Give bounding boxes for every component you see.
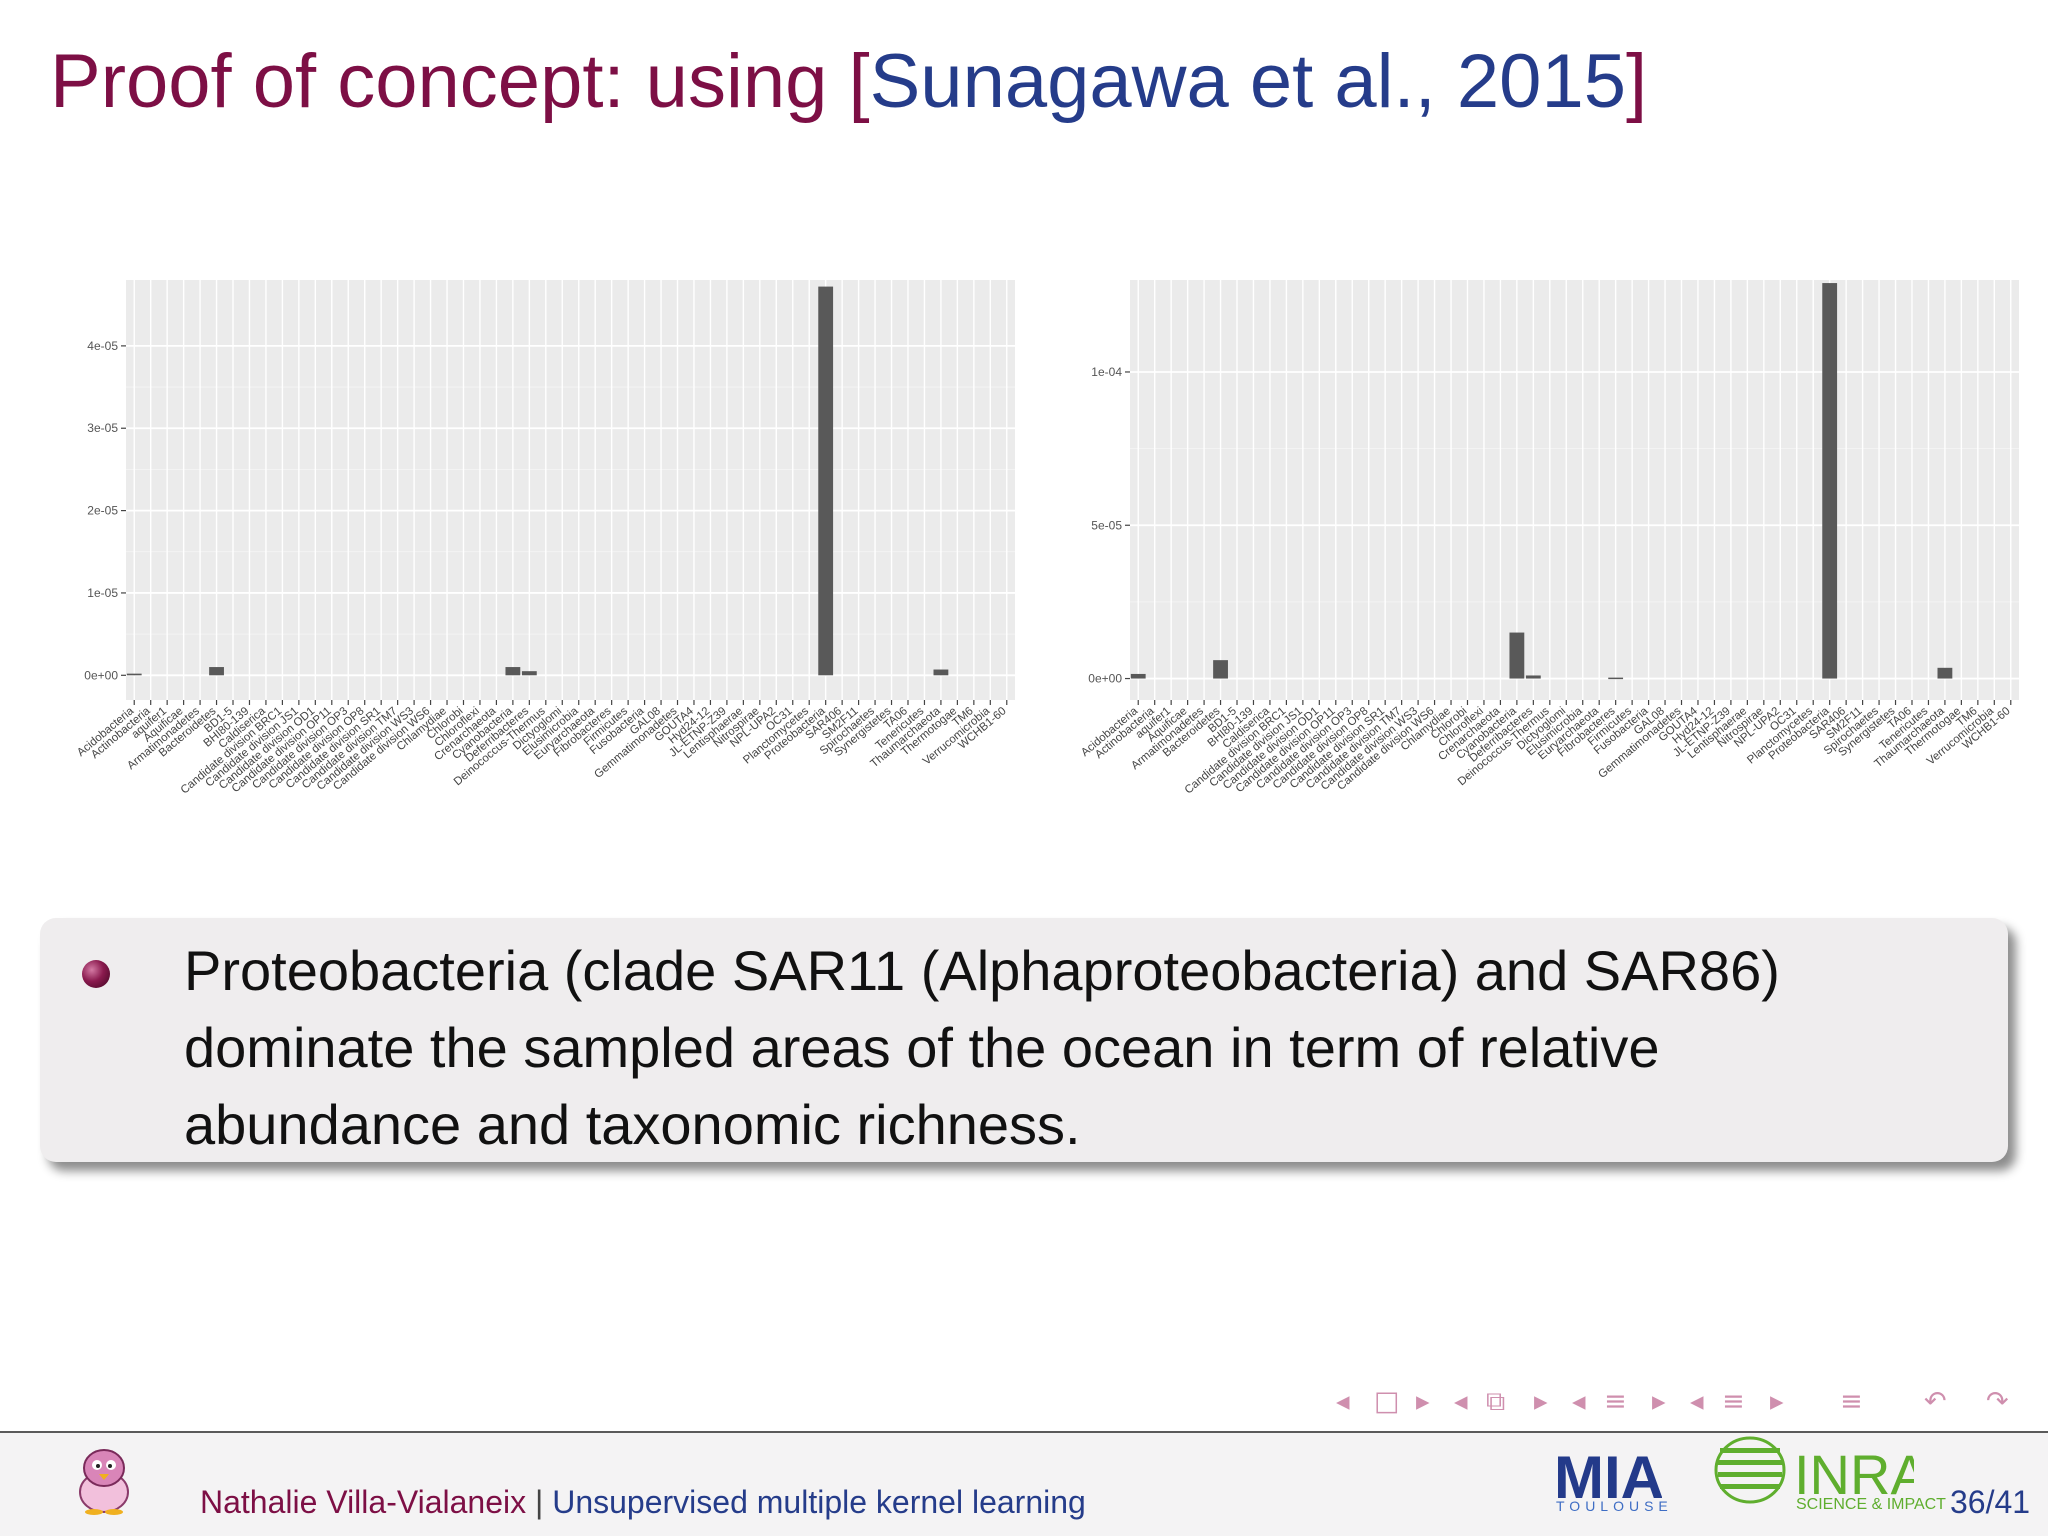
plot-panel <box>1130 280 2019 700</box>
bar <box>1213 660 1228 679</box>
y-tick-label: 0e+00 <box>84 668 118 682</box>
bar <box>126 673 142 676</box>
footer-separator: | <box>526 1484 553 1520</box>
bar <box>1608 677 1624 680</box>
nav-frame-icon[interactable]: ⧉ <box>1486 1386 1506 1417</box>
footer-rule <box>0 1431 2048 1433</box>
beamer-navigation-bar: ◂ □ ▸ ◂ ⧉ ▸ ◂ ≡ ▸ ◂ ≡ ▸ ≡ ↶ ↷ <box>1336 1386 2036 1420</box>
y-tick-label: 5e-05 <box>1091 518 1122 532</box>
nav-prev-slide-icon[interactable]: ◂ <box>1336 1386 1350 1417</box>
bar-chart-right: 0e+00 5e-05 1e-04 Acidobacteria Actinobacter… <box>1034 250 2024 890</box>
bar <box>1130 673 1146 679</box>
nav-next-frame-icon[interactable]: ▸ <box>1534 1386 1548 1417</box>
bullet-icon <box>82 960 110 988</box>
bar-chart-left: 0e+00 1e-05 2e-05 3e-05 4e-05 Acidobacteria Ac… <box>30 250 1020 890</box>
y-tick-label: 1e-05 <box>87 586 118 600</box>
y-tick-label: 4e-05 <box>87 339 118 353</box>
title-citation-link[interactable]: Sunagawa et al., 2015 <box>869 39 1626 124</box>
nav-prev-subsection-icon[interactable]: ◂ <box>1572 1386 1586 1417</box>
y-tick-label: 1e-04 <box>1091 365 1122 379</box>
bar <box>818 286 834 676</box>
bullet-text: Proteobacteria (clade SAR11 (Alphaproteo… <box>184 939 1780 1156</box>
penguin-logo-icon <box>79 1449 129 1515</box>
callout-box <box>40 918 2008 1162</box>
inra-logo-subtitle: SCIENCE & IMPACT <box>1796 1496 1946 1513</box>
nav-slide-icon[interactable]: □ <box>1374 1386 1400 1417</box>
title-close-bracket: ] <box>1625 39 1648 124</box>
y-tick-label: 2e-05 <box>87 504 118 518</box>
slide-title: Proof of concept: using [Sunagawa et al.… <box>50 38 1647 125</box>
footer-author: Nathalie Villa-Vialaneix <box>200 1484 527 1520</box>
nav-next-slide-icon[interactable]: ▸ <box>1416 1386 1430 1417</box>
chart-svg: 0e+001e-052e-053e-054e-05AcidobacteriaAc… <box>75 280 1015 796</box>
bar <box>1937 667 1953 679</box>
chart-svg: 0e+005e-051e-04AcidobacteriaActinobacter… <box>1079 280 2019 796</box>
footer-author-line: Nathalie Villa-Vialaneix | Unsupervised … <box>200 1484 1086 1521</box>
inra-globe-icon <box>1714 1436 1786 1504</box>
bar <box>521 671 537 676</box>
bar <box>933 669 949 676</box>
nav-forward-icon[interactable]: ↷ <box>1986 1386 2009 1417</box>
bar <box>505 667 521 676</box>
mia-logo: MIA <box>1554 1444 1662 1511</box>
inra-logo-text: INRA <box>1794 1443 1914 1506</box>
plot-panel <box>126 280 1015 700</box>
nav-next-subsection-icon[interactable]: ▸ <box>1652 1386 1666 1417</box>
bar <box>1509 632 1525 679</box>
footer-talk-title: Unsupervised multiple kernel learning <box>552 1484 1086 1520</box>
nav-prev-frame-icon[interactable]: ◂ <box>1454 1386 1468 1417</box>
nav-subsection-icon[interactable]: ≡ <box>1604 1386 1627 1417</box>
title-text: Proof of concept: using [ <box>50 39 870 124</box>
nav-next-section-icon[interactable]: ▸ <box>1770 1386 1784 1417</box>
nav-appendix-icon[interactable]: ≡ <box>1840 1386 1863 1417</box>
bar <box>1525 675 1541 679</box>
nav-back-icon[interactable]: ↶ <box>1924 1386 1947 1417</box>
bar <box>209 667 224 676</box>
nav-section-icon[interactable]: ≡ <box>1722 1386 1745 1417</box>
inra-logo: INRA <box>1714 1436 1914 1506</box>
y-tick-label: 0e+00 <box>1088 672 1122 686</box>
page-number: 36/41 <box>1950 1484 2031 1520</box>
bar <box>1822 283 1838 679</box>
mia-logo-text: MIA <box>1554 1444 1662 1511</box>
y-tick-label: 3e-05 <box>87 421 118 435</box>
mia-logo-subtitle: TOULOUSE <box>1556 1498 1673 1514</box>
footer <box>0 1433 2048 1536</box>
nav-prev-section-icon[interactable]: ◂ <box>1690 1386 1704 1417</box>
